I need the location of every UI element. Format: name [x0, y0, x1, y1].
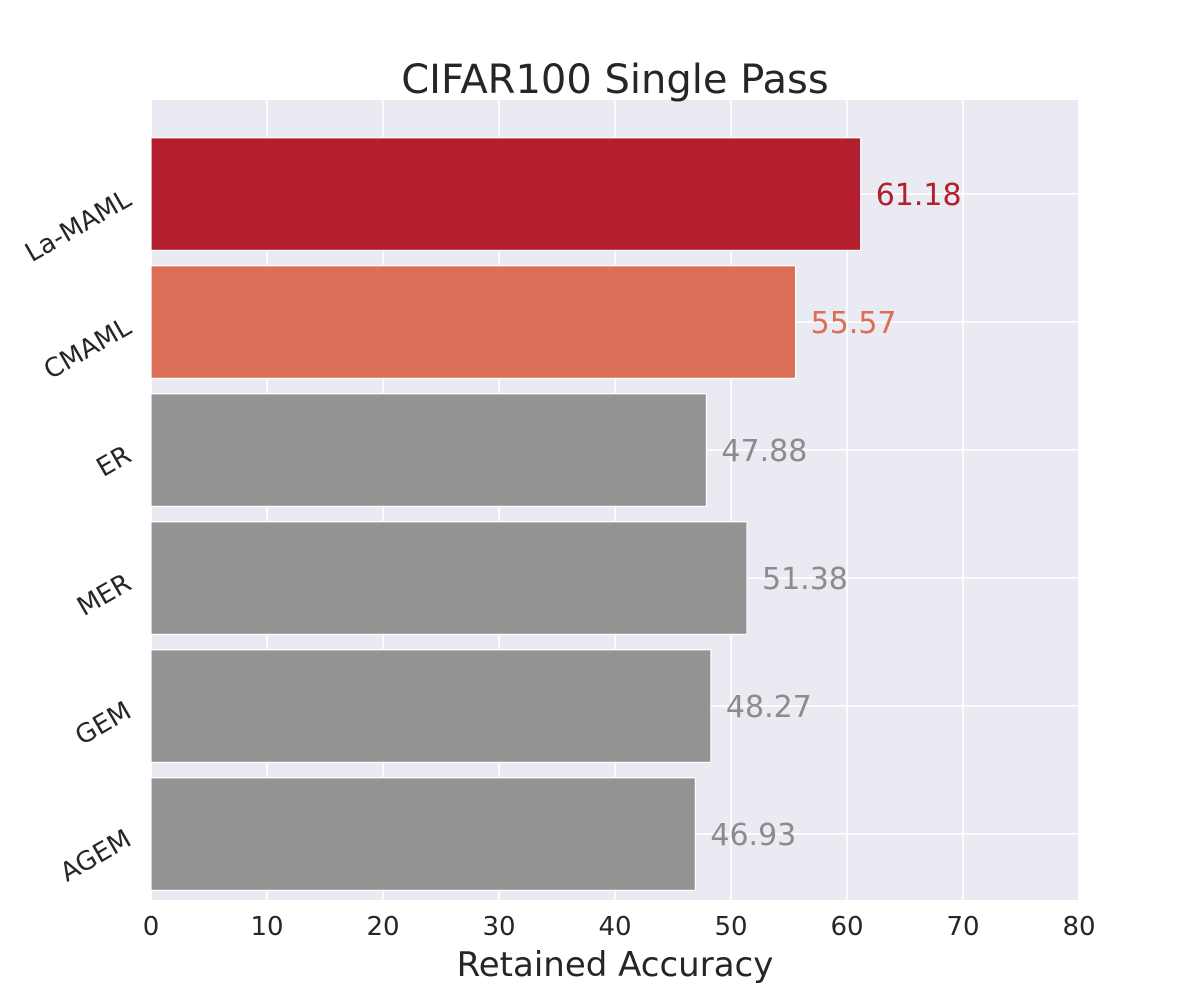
bar-value-label: 55.57 [811, 306, 897, 341]
y-tick-label: CMAML [39, 312, 137, 386]
y-tick-label: MER [72, 568, 136, 622]
y-tick-label: La-MAML [20, 184, 137, 269]
bar [150, 393, 708, 508]
bars [150, 137, 862, 892]
x-tick-label: 50 [714, 912, 747, 942]
x-tick-label: 0 [143, 912, 160, 942]
bar-value-label: 61.18 [876, 178, 962, 213]
y-tick-label: ER [92, 440, 137, 483]
x-tick-label: 40 [598, 912, 631, 942]
x-tick-label: 10 [250, 912, 283, 942]
x-tick-label: 30 [482, 912, 515, 942]
bar-value-label: 51.38 [762, 562, 848, 597]
bar-value-label: 47.88 [721, 434, 807, 469]
x-tick-labels: 0 10 20 30 40 50 60 70 80 [143, 912, 1096, 942]
x-tick-label: 80 [1062, 912, 1095, 942]
x-axis-label: Retained Accuracy [457, 945, 774, 985]
bar-value-label: 46.93 [710, 818, 796, 853]
y-tick-labels: La-MAML CMAML ER MER GEM AGEM [20, 184, 137, 888]
x-tick-label: 20 [366, 912, 399, 942]
x-tick-label: 70 [946, 912, 979, 942]
bar [150, 649, 712, 764]
value-labels: 61.18 55.57 47.88 51.38 48.27 46.93 [710, 178, 961, 853]
bar [150, 137, 862, 251]
x-tick-label: 60 [830, 912, 863, 942]
chart-title: CIFAR100 Single Pass [401, 57, 828, 103]
bar-value-label: 48.27 [726, 690, 812, 725]
bar [150, 265, 797, 380]
y-tick-label: GEM [70, 696, 136, 751]
bar [150, 521, 748, 636]
bar [150, 777, 696, 892]
y-tick-label: AGEM [55, 824, 136, 888]
